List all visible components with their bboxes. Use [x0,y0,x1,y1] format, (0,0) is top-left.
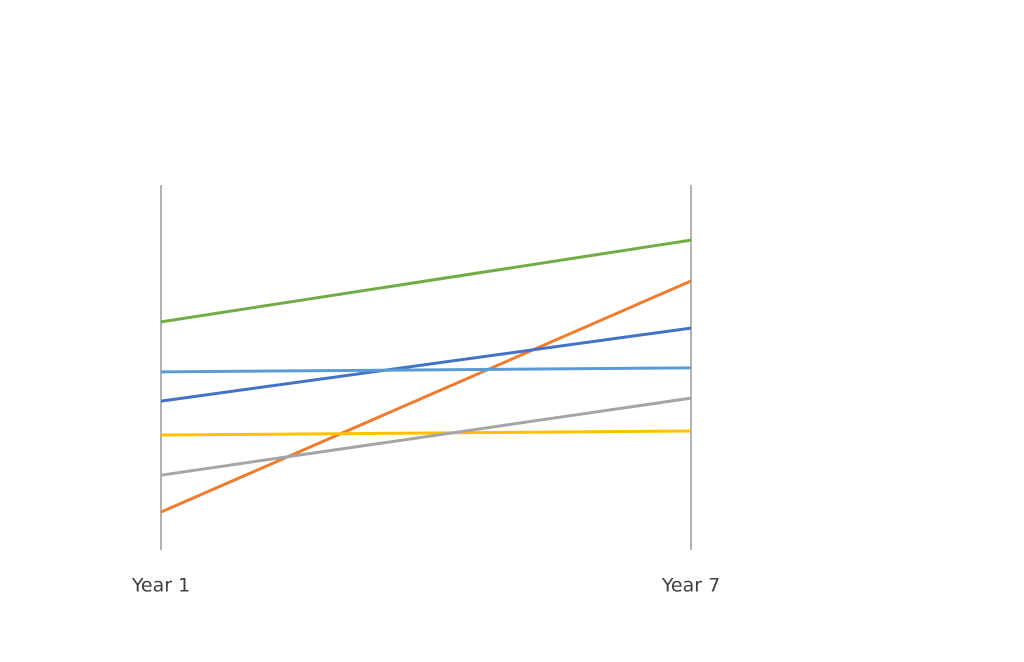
series-line [160,429,692,437]
x-tick-label: Year 7 [661,575,720,597]
series-line [160,366,692,374]
series-line [160,238,692,324]
series-line [160,396,692,477]
x-tick-label: Year 1 [131,575,190,597]
series-line [160,279,692,514]
series-line [160,326,692,403]
